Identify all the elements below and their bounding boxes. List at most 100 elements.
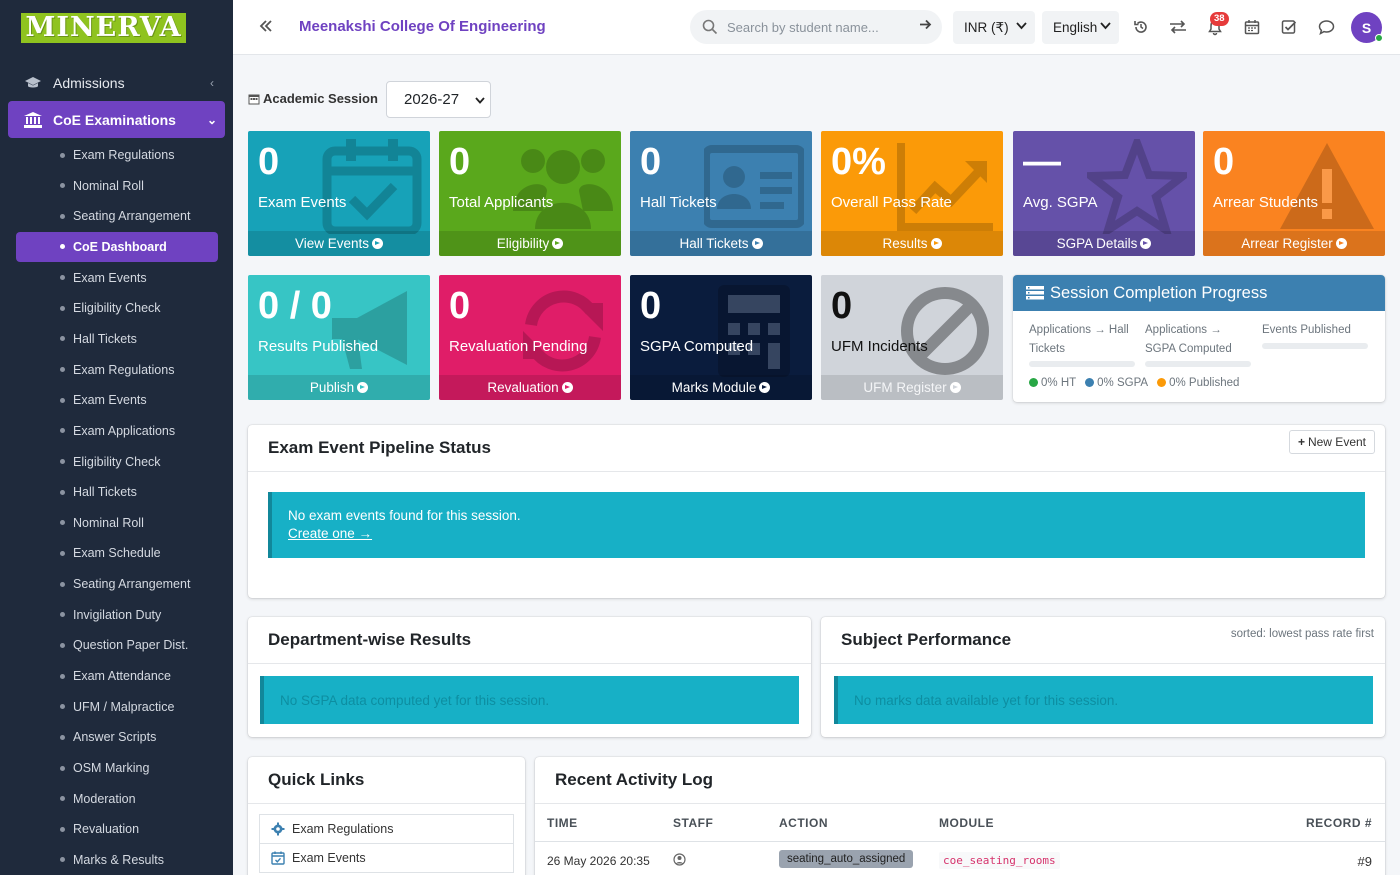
avatar[interactable]: S [1351, 12, 1383, 43]
stat-box-sgpa-computed: 0 SGPA Computed Marks Module [630, 275, 812, 400]
card-divider [248, 471, 1385, 472]
sidebar-item-seating-arrangement[interactable]: Seating Arrangement [16, 569, 218, 599]
sidebar-item-exam-regulations[interactable]: Exam Regulations [16, 355, 218, 385]
sidebar-item-label: Eligibility Check [73, 301, 161, 316]
bullet-icon [60, 704, 65, 710]
stat-footer-label: Revaluation [487, 380, 559, 395]
sidebar-item-label: Nominal Roll [73, 515, 144, 530]
quick-link-exam-events[interactable]: Exam Events [259, 843, 514, 873]
sidebar-item-label: Exam Events [73, 270, 147, 285]
module-code: coe_seating_rooms [939, 852, 1060, 869]
progress-bar-sgpa [1145, 361, 1251, 367]
sidebar-item-seating-arrangement[interactable]: Seating Arrangement [16, 201, 218, 231]
create-event-link[interactable]: Create one → [288, 526, 373, 541]
chevron-down-icon [475, 97, 485, 104]
history-icon[interactable] [1131, 17, 1151, 37]
sidebar-item-question-paper-dist[interactable]: Question Paper Dist. [16, 630, 218, 660]
subject-performance-card: Subject Performance sorted: lowest pass … [821, 617, 1385, 737]
pipeline-empty-message: No exam events found for this session. [288, 508, 521, 523]
sidebar-item-answer-scripts[interactable]: Answer Scripts [16, 722, 218, 752]
stat-footer-link[interactable]: UFM Register [821, 375, 1003, 400]
app-logo[interactable]: MINERVA [21, 13, 186, 43]
exchange-icon[interactable] [1168, 17, 1188, 37]
sidebar-item-exam-events[interactable]: Exam Events [16, 263, 218, 293]
sidebar-item-revaluation[interactable]: Revaluation [16, 814, 218, 844]
stat-footer-label: View Events [294, 236, 370, 251]
sidebar-item-coe-examinations[interactable]: CoE Examinations ⌄ [8, 101, 225, 138]
bullet-icon [60, 367, 65, 373]
sidebar-item-exam-attendance[interactable]: Exam Attendance [16, 661, 218, 691]
graduation-cap-icon [22, 76, 44, 90]
progress-label-sgpa: Applications → SGPA Computed [1145, 324, 1232, 355]
student-search [690, 10, 942, 44]
chevron-down-icon [1016, 22, 1027, 30]
language-select[interactable]: English [1042, 11, 1119, 44]
bullet-icon [60, 489, 65, 495]
stat-footer-link[interactable]: Publish [248, 375, 430, 400]
stat-footer-label: Marks Module [671, 380, 757, 395]
stat-value: 0 [258, 141, 280, 183]
row-module: coe_seating_rooms [939, 852, 1060, 869]
search-submit-icon[interactable] [919, 18, 932, 35]
sidebar-item-exam-regulations[interactable]: Exam Regulations [16, 140, 218, 170]
stat-label: Exam Events [258, 194, 347, 211]
sidebar-item-exam-schedule[interactable]: Exam Schedule [16, 538, 218, 568]
stat-footer-link[interactable]: Marks Module [630, 375, 812, 400]
search-input[interactable] [727, 19, 907, 35]
sidebar-item-moderation[interactable]: Moderation [16, 784, 218, 814]
stat-box-total-applicants: 0 Total Applicants Eligibility [439, 131, 621, 256]
stat-value: 0 [831, 285, 853, 327]
stat-box-overall-pass-rate: 0% Overall Pass Rate Results [821, 131, 1003, 256]
sidebar-item-nominal-roll[interactable]: Nominal Roll [16, 171, 218, 201]
sidebar-item-nominal-roll[interactable]: Nominal Roll [16, 508, 218, 538]
ban-icon [895, 283, 995, 378]
card-divider [248, 803, 525, 804]
sidebar-item-admissions[interactable]: Admissions ‹ [8, 64, 225, 101]
sidebar-item-exam-events[interactable]: Exam Events [16, 385, 218, 415]
stat-footer-link[interactable]: View Events [248, 231, 430, 256]
tasks-icon[interactable] [1279, 17, 1299, 37]
sidebar-item-exam-applications[interactable]: Exam Applications [16, 416, 218, 446]
sidebar-item-invigilation-duty[interactable]: Invigilation Duty [16, 600, 218, 630]
sidebar-item-label: UFM / Malpractice [73, 699, 175, 714]
stat-label: Total Applicants [449, 194, 554, 211]
stat-footer-link[interactable]: SGPA Details [1013, 231, 1195, 256]
calendar-check-icon [271, 851, 285, 865]
stat-box-revaluation-pending: 0 Revaluation Pending Revaluation [439, 275, 621, 400]
sidebar-item-label: Revaluation [73, 822, 140, 837]
stat-label: SGPA Computed [640, 338, 754, 355]
column-header-staff: STAFF [673, 816, 714, 830]
stat-footer-link[interactable]: Eligibility [439, 231, 621, 256]
stat-value: 0% [831, 141, 886, 183]
sidebar-item-marks-results[interactable]: Marks & Results [16, 845, 218, 875]
currency-select[interactable]: INR (₹) [953, 11, 1035, 44]
chat-icon[interactable] [1316, 17, 1336, 37]
calendar-icon[interactable] [1242, 17, 1262, 37]
column-header-record: RECORD # [1305, 816, 1372, 830]
bullet-icon [60, 152, 65, 158]
bullet-icon [60, 213, 65, 219]
collapse-sidebar-icon[interactable] [259, 17, 279, 37]
sidebar-item-osm-marking[interactable]: OSM Marking [16, 753, 218, 783]
academic-session-select[interactable]: 2026-27 [386, 81, 491, 118]
bullet-icon [60, 796, 65, 802]
session-progress-title: Session Completion Progress [1050, 283, 1268, 302]
stat-footer-link[interactable]: Hall Tickets [630, 231, 812, 256]
sidebar-item-ufm-malpractice[interactable]: UFM / Malpractice [16, 692, 218, 722]
row-time: 26 May 2026 20:35 [547, 854, 650, 868]
quick-link-exam-regulations[interactable]: Exam Regulations [259, 814, 514, 844]
stat-footer-link[interactable]: Revaluation [439, 375, 621, 400]
college-name[interactable]: Meenakshi College Of Engineering [299, 18, 546, 35]
stat-footer-link[interactable]: Arrear Register [1203, 231, 1385, 256]
stat-footer-link[interactable]: Results [821, 231, 1003, 256]
sidebar-item-hall-tickets[interactable]: Hall Tickets [16, 324, 218, 354]
arrow-circle-right-icon [930, 238, 942, 249]
stat-label: Arrear Students [1213, 194, 1319, 211]
sidebar-item-eligibility-check[interactable]: Eligibility Check [16, 447, 218, 477]
user-circle-icon [673, 853, 686, 869]
sidebar-item-hall-tickets[interactable]: Hall Tickets [16, 477, 218, 507]
chevron-down-icon: ⌄ [206, 112, 218, 127]
sidebar-item-eligibility-check[interactable]: Eligibility Check [16, 293, 218, 323]
new-event-button[interactable]: + New Event [1288, 430, 1375, 454]
sidebar-item-coe-dashboard[interactable]: CoE Dashboard [16, 231, 218, 262]
